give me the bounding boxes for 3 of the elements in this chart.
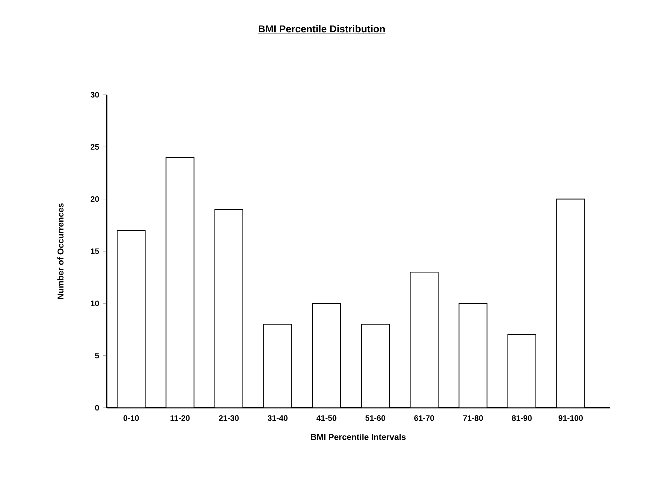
chart-title: BMI Percentile Distribution bbox=[259, 25, 386, 33]
y-axis-title: Number of Occurrences bbox=[58, 204, 64, 300]
x-axis-title: BMI Percentile Intervals bbox=[311, 434, 406, 440]
